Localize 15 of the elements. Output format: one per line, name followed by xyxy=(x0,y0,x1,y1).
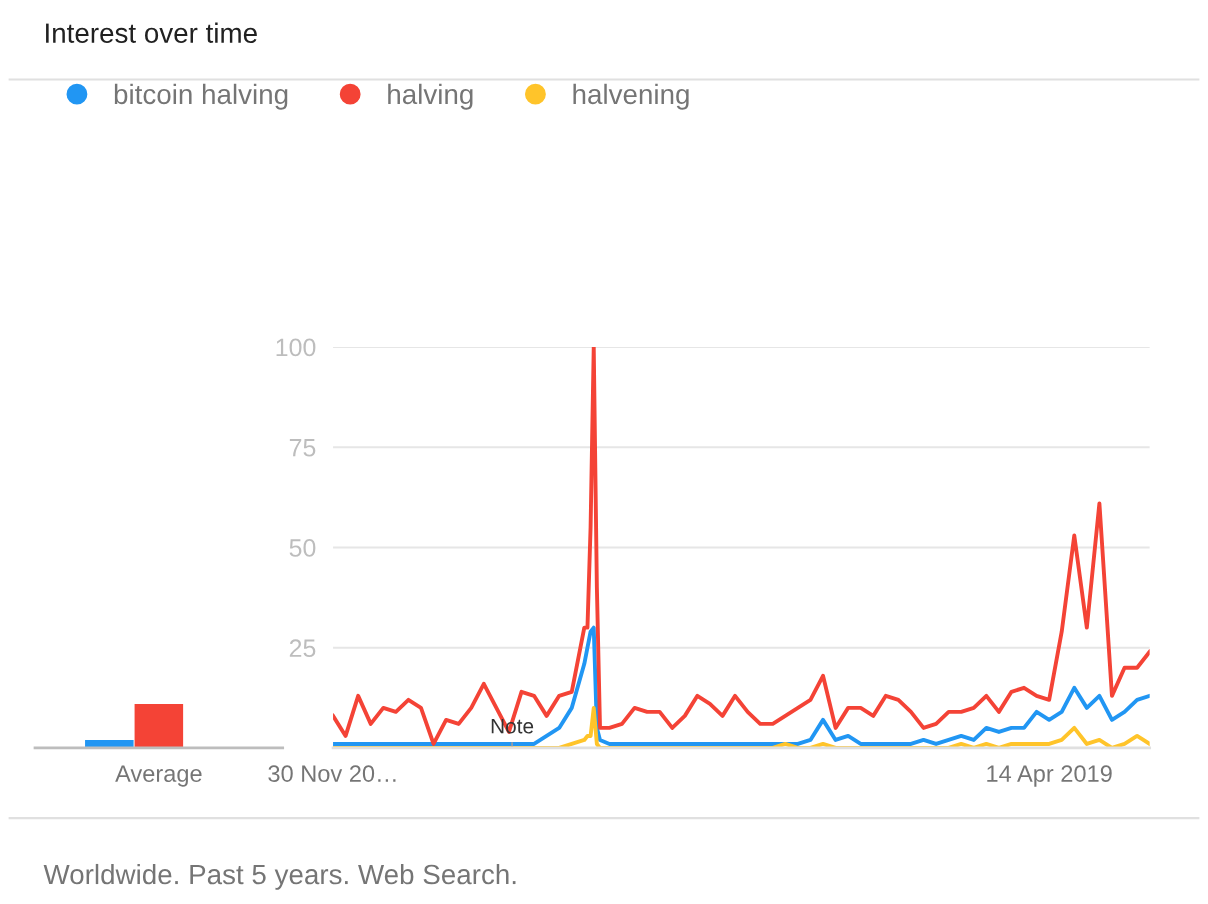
line-series xyxy=(333,705,1150,748)
legend-label: bitcoin halving xyxy=(114,83,288,110)
y-tick-label: 100 xyxy=(276,338,316,357)
x-tick-label: 30 Nov 20… xyxy=(268,765,396,782)
legend-label: halvening xyxy=(573,83,689,110)
x-tick-label: 14 Apr 2019 xyxy=(987,765,1112,787)
y-tick-label: 25 xyxy=(289,639,316,658)
text: Worldwide. Past 5 years. Web Search. xyxy=(43,863,516,890)
y-tick-label: 50 xyxy=(289,539,316,557)
line-series xyxy=(333,346,1150,746)
legend-label: halving xyxy=(388,83,473,110)
y-tick-label: 75 xyxy=(289,439,316,457)
x-tick-label: Average xyxy=(115,765,202,787)
chart-title: Interest over time xyxy=(46,22,257,43)
line-series xyxy=(333,625,1150,746)
